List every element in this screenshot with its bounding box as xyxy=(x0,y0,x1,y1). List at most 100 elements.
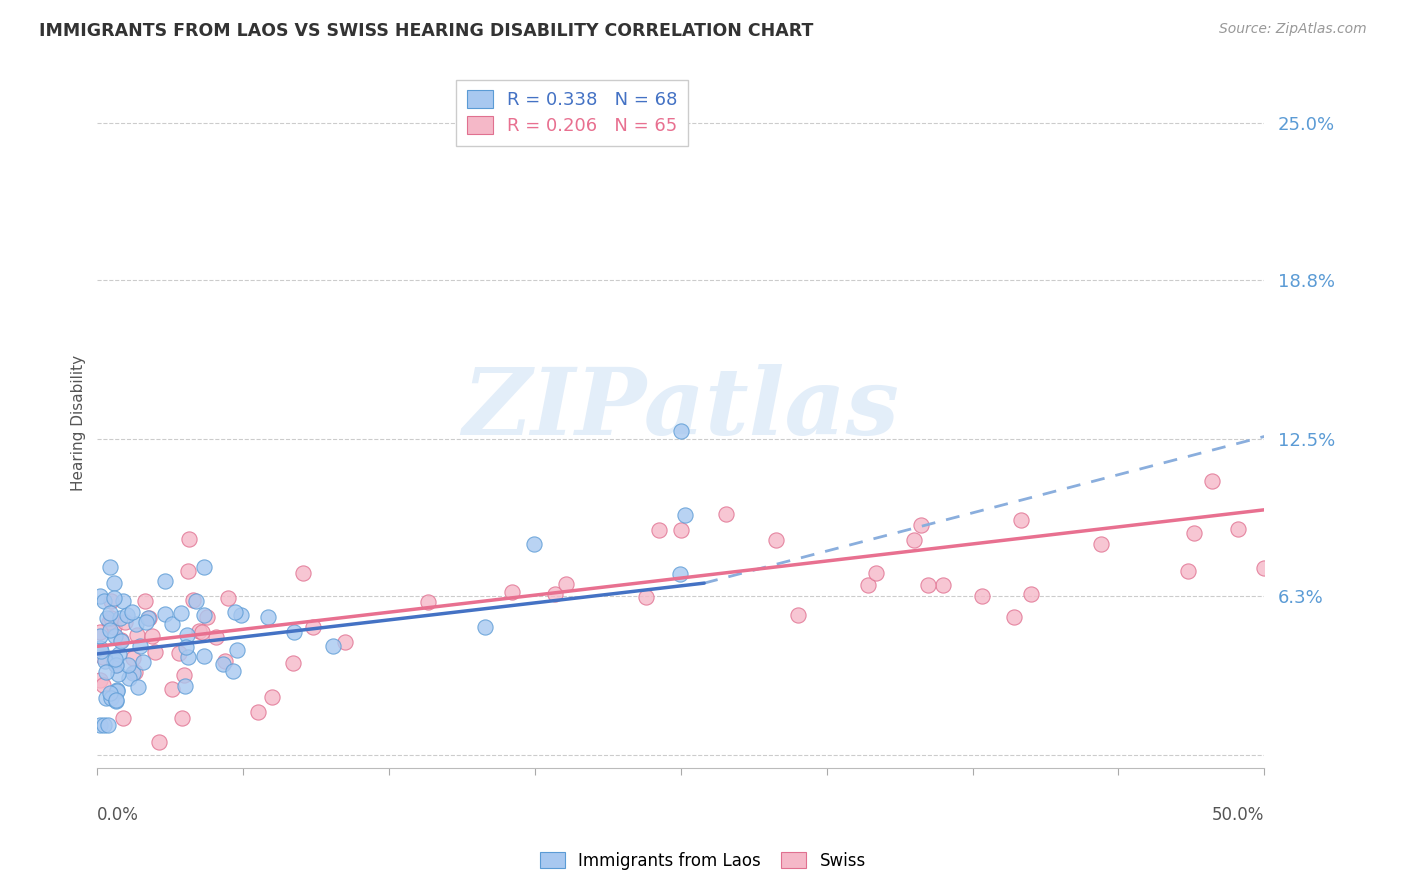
Point xyxy=(257,609,280,624)
Point xyxy=(225,643,247,657)
Point xyxy=(121,605,143,619)
Point xyxy=(184,593,207,607)
Point xyxy=(474,620,496,634)
Point xyxy=(89,629,111,643)
Point xyxy=(90,643,112,657)
Point xyxy=(1182,525,1205,540)
Point xyxy=(555,577,578,591)
Point xyxy=(669,425,692,439)
Point xyxy=(89,590,111,604)
Point xyxy=(89,717,111,731)
Point xyxy=(100,593,122,607)
Point xyxy=(177,532,200,546)
Point xyxy=(669,523,692,537)
Point xyxy=(93,650,115,665)
Point xyxy=(1177,564,1199,578)
Point xyxy=(205,630,228,644)
Point xyxy=(91,677,114,691)
Point xyxy=(98,685,121,699)
Point xyxy=(105,657,128,672)
Point xyxy=(148,735,170,749)
Point xyxy=(100,560,122,574)
Text: 0.0%: 0.0% xyxy=(97,805,139,823)
Point xyxy=(128,639,150,653)
Point xyxy=(94,690,117,705)
Point xyxy=(121,651,143,665)
Y-axis label: Hearing Disability: Hearing Disability xyxy=(72,354,86,491)
Point xyxy=(169,647,191,661)
Point xyxy=(112,711,135,725)
Point xyxy=(143,645,166,659)
Point xyxy=(1010,513,1032,527)
Point xyxy=(162,616,184,631)
Point xyxy=(134,594,156,608)
Point xyxy=(193,608,215,623)
Point xyxy=(211,657,233,672)
Point xyxy=(190,624,212,639)
Point xyxy=(281,656,304,670)
Point xyxy=(118,671,141,685)
Point xyxy=(648,523,671,537)
Point xyxy=(117,658,139,673)
Point xyxy=(108,648,131,662)
Point xyxy=(89,625,111,640)
Point xyxy=(104,629,127,643)
Point xyxy=(544,587,567,601)
Point xyxy=(153,607,176,621)
Point xyxy=(174,679,197,693)
Point xyxy=(283,625,305,640)
Point xyxy=(136,611,159,625)
Point xyxy=(125,628,148,642)
Point xyxy=(716,508,738,522)
Point xyxy=(1019,587,1042,601)
Point xyxy=(262,690,284,704)
Point xyxy=(333,635,356,649)
Point xyxy=(181,593,204,607)
Point xyxy=(96,611,118,625)
Point xyxy=(170,606,193,620)
Point xyxy=(970,589,993,603)
Point xyxy=(1201,474,1223,488)
Point xyxy=(193,649,215,664)
Point xyxy=(786,608,808,623)
Point xyxy=(193,560,215,574)
Legend: R = 0.338   N = 68, R = 0.206   N = 65: R = 0.338 N = 68, R = 0.206 N = 65 xyxy=(457,79,688,146)
Point xyxy=(917,578,939,592)
Point xyxy=(98,615,121,629)
Point xyxy=(903,533,925,547)
Point xyxy=(1090,537,1112,551)
Text: IMMIGRANTS FROM LAOS VS SWISS HEARING DISABILITY CORRELATION CHART: IMMIGRANTS FROM LAOS VS SWISS HEARING DI… xyxy=(39,22,814,40)
Point xyxy=(214,655,236,669)
Point xyxy=(89,640,111,655)
Point xyxy=(103,591,125,605)
Point xyxy=(222,665,245,679)
Point xyxy=(673,508,696,522)
Point xyxy=(108,611,131,625)
Point xyxy=(1002,610,1025,624)
Point xyxy=(153,574,176,588)
Point xyxy=(416,595,439,609)
Point xyxy=(217,591,239,605)
Point xyxy=(93,654,115,668)
Point xyxy=(89,673,111,688)
Point xyxy=(195,610,218,624)
Point xyxy=(103,575,125,590)
Point xyxy=(124,665,146,680)
Point xyxy=(103,651,125,665)
Point xyxy=(132,655,155,669)
Point xyxy=(856,578,879,592)
Point xyxy=(98,606,121,620)
Text: 50.0%: 50.0% xyxy=(1212,805,1264,823)
Point xyxy=(135,615,157,629)
Point xyxy=(910,517,932,532)
Point xyxy=(170,711,193,725)
Point xyxy=(93,593,115,607)
Point xyxy=(160,681,183,696)
Point xyxy=(224,605,246,619)
Point xyxy=(187,624,209,639)
Point xyxy=(865,566,887,581)
Point xyxy=(247,706,270,720)
Point xyxy=(125,616,148,631)
Text: ZIPatlas: ZIPatlas xyxy=(463,364,900,454)
Point xyxy=(141,629,163,643)
